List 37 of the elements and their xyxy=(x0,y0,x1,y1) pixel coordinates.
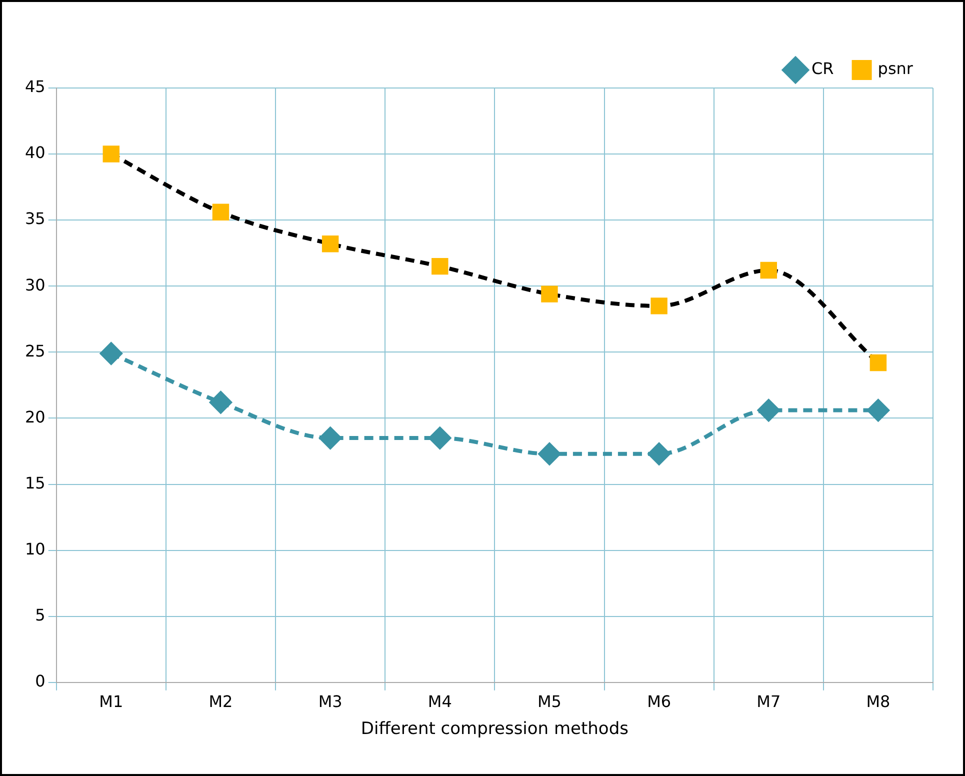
point xyxy=(541,286,558,302)
y-tick-label: 40 xyxy=(25,143,46,162)
point xyxy=(322,236,339,252)
y-tick-label: 30 xyxy=(25,275,46,294)
x-tick-label: M3 xyxy=(318,692,342,712)
x-tick-label: M7 xyxy=(756,692,781,712)
y-tick-label: 35 xyxy=(25,209,46,228)
point xyxy=(538,442,560,465)
point xyxy=(758,399,780,422)
y-tick-label: 0 xyxy=(35,672,46,691)
x-tick-label: M8 xyxy=(866,692,890,712)
x-tick-label: M2 xyxy=(208,692,233,712)
point xyxy=(760,262,777,279)
x-tick-label: M1 xyxy=(99,692,124,712)
point xyxy=(648,442,670,465)
legend-label: CR xyxy=(812,59,834,78)
y-tick-label: 20 xyxy=(25,407,46,426)
point xyxy=(212,204,230,221)
point xyxy=(867,399,890,422)
point xyxy=(650,298,668,314)
x-tick-label: M5 xyxy=(537,692,562,712)
point xyxy=(428,427,451,450)
y-tick-label: 10 xyxy=(25,539,46,558)
y-tick-label: 15 xyxy=(25,473,46,492)
x-tick-label: M6 xyxy=(647,692,672,712)
y-tick-label: 25 xyxy=(25,341,46,360)
legend-label: psnr xyxy=(878,59,914,78)
x-axis-title: Different compression methods xyxy=(360,719,629,740)
point xyxy=(102,146,120,162)
point xyxy=(210,391,232,414)
point xyxy=(432,258,448,275)
y-tick-label: 5 xyxy=(35,606,46,625)
point xyxy=(319,427,342,450)
x-tick-label: M4 xyxy=(428,692,452,712)
y-tick-label: 45 xyxy=(25,77,46,96)
point xyxy=(100,342,122,364)
point xyxy=(870,354,887,372)
